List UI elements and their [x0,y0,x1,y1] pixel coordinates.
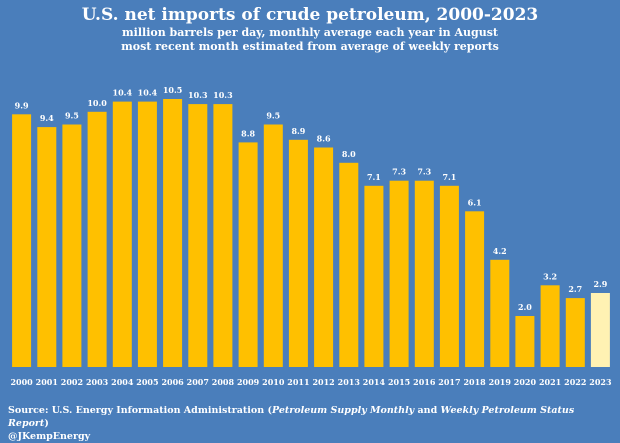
value-label-2016: 7.3 [417,167,431,177]
x-tick-label-2009: 2009 [237,377,260,387]
bar-2021 [540,285,560,367]
bar-2009 [238,142,258,367]
x-tick-label-2023: 2023 [589,377,612,387]
bar-2023 [590,293,610,367]
x-tick-label-2006: 2006 [161,377,184,387]
value-label-2006: 10.5 [163,85,182,95]
x-tick-label-2000: 2000 [10,377,33,387]
source-suffix: ) [44,418,49,429]
bar-2006 [163,99,183,367]
bar-2018 [465,211,485,367]
bar-2012 [314,147,334,367]
x-tick-label-2014: 2014 [363,377,386,387]
bar-2017 [439,185,459,367]
value-label-2001: 9.4 [40,113,54,123]
x-tick-label-2018: 2018 [463,377,486,387]
bar-2005 [137,101,157,367]
x-tick-label-2005: 2005 [136,377,158,387]
x-tick-label-2015: 2015 [388,377,410,387]
bar-2007 [188,104,208,367]
bar-2001 [37,127,57,367]
bar-2015 [389,180,409,367]
bar-2011 [288,139,308,367]
bar-2014 [364,185,384,367]
bar-2020 [515,316,535,367]
value-label-2014: 7.1 [367,172,381,182]
chart-subtitle-line-1: million barrels per day, monthly average… [122,26,498,39]
bar-2002 [62,124,82,367]
value-label-2022: 2.7 [568,284,582,294]
value-label-2002: 9.5 [65,111,79,121]
bar-2013 [339,162,359,367]
x-tick-label-2007: 2007 [187,377,209,387]
chart-title: U.S. net imports of crude petroleum, 200… [81,5,539,25]
x-tick-label-2012: 2012 [312,377,334,387]
bar-2003 [87,111,107,367]
bar-2010 [263,124,283,367]
x-tick-label-2002: 2002 [61,377,83,387]
source-prefix: Source: U.S. Energy Information Administ… [8,405,272,416]
x-tick-label-2001: 2001 [36,377,58,387]
value-label-2021: 3.2 [543,271,557,281]
value-label-2023: 2.9 [593,279,607,289]
value-label-2020: 2.0 [518,302,532,312]
x-tick-label-2011: 2011 [287,377,309,387]
x-tick-label-2010: 2010 [262,377,285,387]
source-middle: and [414,405,441,416]
value-label-2015: 7.3 [392,167,406,177]
value-label-2004: 10.4 [113,88,133,98]
bar-2022 [565,298,585,367]
value-label-2007: 10.3 [188,90,208,100]
source-line: Source: U.S. Energy Information Administ… [8,404,612,430]
value-label-2019: 4.2 [493,246,507,256]
x-tick-label-2019: 2019 [489,377,512,387]
x-tick-label-2008: 2008 [212,377,235,387]
x-tick-label-2004: 2004 [111,377,134,387]
value-label-2000: 9.9 [15,100,29,110]
value-label-2008: 10.3 [213,90,233,100]
bar-2000 [12,114,32,367]
author-handle: @JKempEnergy [8,431,91,442]
value-label-2003: 10.0 [87,98,107,108]
bar-2004 [112,101,132,367]
bar-2008 [213,104,233,367]
source-publication-2: Weekly Petroleum Status Report [8,405,575,429]
x-tick-label-2020: 2020 [514,377,537,387]
value-label-2009: 8.8 [241,128,255,138]
value-label-2013: 8.0 [342,149,356,159]
x-tick-label-2021: 2021 [539,377,561,387]
value-label-2010: 9.5 [266,111,280,121]
bar-plot: 9.9 2000 9.4 2001 9.5 2002 10.0 2003 10.4 2004 10.… [10,85,612,387]
x-tick-label-2013: 2013 [338,377,361,387]
x-tick-label-2017: 2017 [438,377,460,387]
x-tick-label-2003: 2003 [86,377,109,387]
title-block: U.S. net imports of crude petroleum, 200… [0,4,620,54]
chart: U.S. net imports of crude petroleum, 200… [0,4,620,442]
x-tick-label-2016: 2016 [413,377,436,387]
bar-2019 [490,259,510,367]
value-label-2005: 10.4 [138,88,158,98]
x-tick-label-2022: 2022 [564,377,586,387]
value-label-2017: 7.1 [442,172,456,182]
bar-2016 [414,180,434,367]
source-note: Source: U.S. Energy Information Administ… [8,404,612,443]
source-publication-1: Petroleum Supply Monthly [271,405,415,416]
chart-subtitle-line-2: most recent month estimated from average… [121,40,499,53]
value-label-2011: 8.9 [291,126,305,136]
value-label-2012: 8.6 [317,134,331,144]
value-label-2018: 6.1 [468,197,482,207]
